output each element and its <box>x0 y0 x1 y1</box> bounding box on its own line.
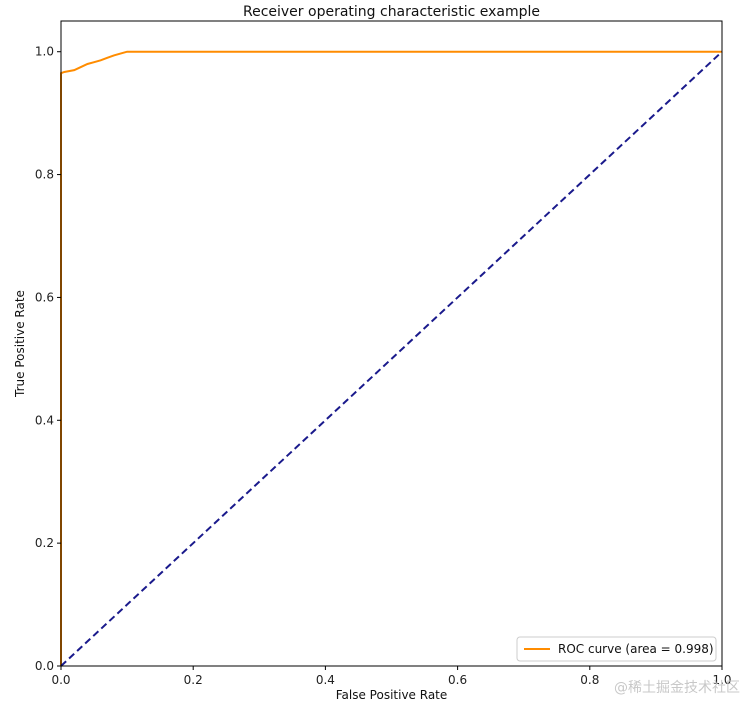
x-tick-label: 1.0 <box>712 673 731 687</box>
watermark: @稀土掘金技术社区 <box>614 680 740 696</box>
y-axis-label: True Positive Rate <box>13 290 27 398</box>
x-tick-label: 0.0 <box>51 673 70 687</box>
y-axis-ticks: 0.0 0.2 0.4 0.6 0.8 1.0 <box>35 45 61 673</box>
roc-curve-line <box>60 50 722 666</box>
x-tick-label: 0.6 <box>448 673 467 687</box>
legend-label-roc: ROC curve (area = 0.998) <box>558 642 714 656</box>
x-axis-label: False Positive Rate <box>336 688 448 702</box>
x-tick-label: 0.2 <box>184 673 203 687</box>
x-axis-ticks: 0.0 0.2 0.4 0.6 0.8 1.0 <box>51 666 732 687</box>
y-tick-label: 1.0 <box>35 45 54 59</box>
y-tick-label: 0.0 <box>35 659 54 673</box>
plot-lines <box>60 50 723 667</box>
legend-box <box>516 636 717 662</box>
y-tick-label: 0.6 <box>35 290 54 304</box>
legend: ROC curve (area = 0.998) <box>516 636 717 662</box>
x-tick-label: 0.8 <box>580 673 599 687</box>
y-tick-label: 0.8 <box>35 168 54 182</box>
y-tick-label: 0.4 <box>35 413 54 427</box>
axes-frame <box>60 20 723 667</box>
x-tick-label: 0.4 <box>316 673 335 687</box>
chart-title: Receiver operating characteristic exampl… <box>243 4 540 20</box>
y-tick-label: 0.2 <box>35 536 54 550</box>
chance-diagonal-line <box>60 50 723 667</box>
